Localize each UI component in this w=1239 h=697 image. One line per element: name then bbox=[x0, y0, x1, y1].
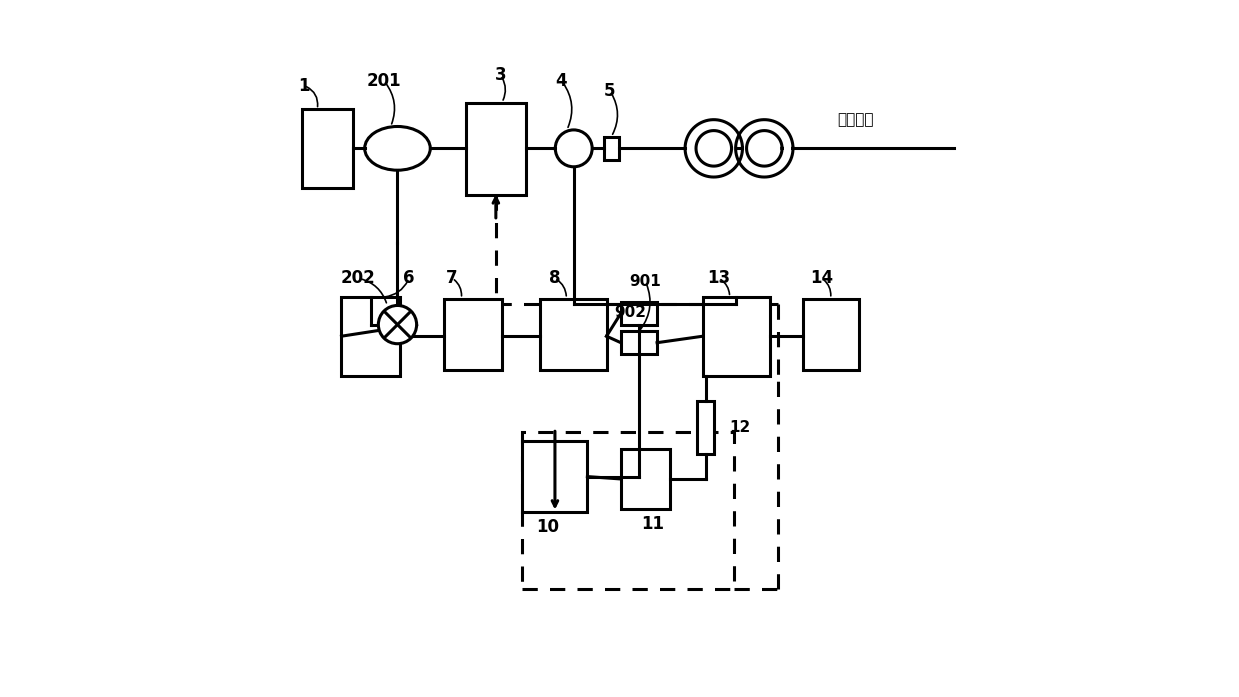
Text: 14: 14 bbox=[810, 269, 834, 287]
Text: 902: 902 bbox=[615, 305, 647, 320]
Bar bbox=[539, 298, 607, 370]
Text: 11: 11 bbox=[641, 515, 664, 533]
Text: 202: 202 bbox=[341, 269, 375, 287]
Bar bbox=[621, 331, 657, 354]
Text: 7: 7 bbox=[446, 269, 458, 287]
Bar bbox=[603, 137, 618, 160]
Bar bbox=[302, 109, 353, 188]
Bar bbox=[523, 432, 735, 589]
Bar bbox=[621, 302, 657, 325]
Bar bbox=[621, 449, 670, 509]
Text: 901: 901 bbox=[629, 274, 662, 289]
Ellipse shape bbox=[364, 126, 430, 170]
Bar bbox=[342, 297, 399, 376]
Text: 12: 12 bbox=[730, 420, 751, 435]
Text: 3: 3 bbox=[494, 66, 507, 84]
Bar bbox=[523, 441, 587, 512]
Text: 13: 13 bbox=[707, 269, 730, 287]
Bar bbox=[466, 102, 525, 194]
Bar bbox=[698, 401, 715, 454]
Bar bbox=[703, 297, 769, 376]
Circle shape bbox=[555, 130, 592, 167]
Text: 10: 10 bbox=[536, 519, 560, 537]
Text: 1: 1 bbox=[299, 77, 310, 95]
Ellipse shape bbox=[378, 305, 416, 344]
Bar bbox=[444, 298, 502, 370]
Text: 8: 8 bbox=[549, 269, 560, 287]
Text: 4: 4 bbox=[555, 72, 567, 90]
Text: 6: 6 bbox=[404, 269, 415, 287]
Bar bbox=[803, 298, 859, 370]
Text: 201: 201 bbox=[367, 72, 401, 90]
Text: 被测光纤: 被测光纤 bbox=[836, 112, 873, 127]
Text: 5: 5 bbox=[605, 82, 616, 100]
